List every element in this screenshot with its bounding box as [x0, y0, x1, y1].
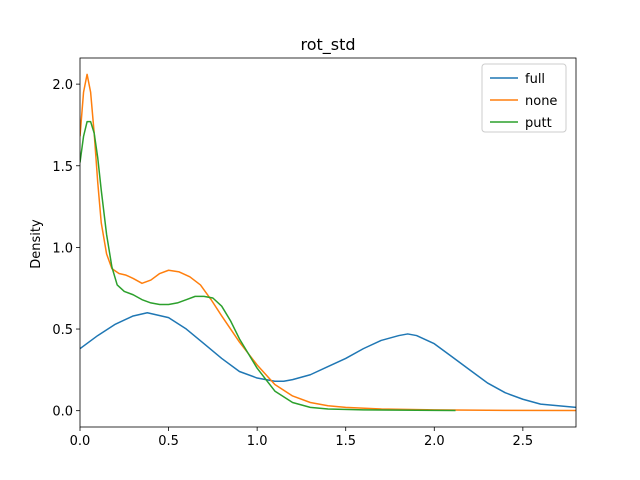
- series-line-full: [80, 311, 576, 409]
- legend-label-putt: putt: [525, 116, 552, 131]
- y-tick-label: 0.5: [52, 323, 73, 338]
- series-line-putt: [80, 120, 456, 412]
- x-tick-label: 0.0: [70, 434, 91, 449]
- legend-label-none: none: [525, 94, 557, 109]
- legend-label-full: full: [525, 72, 545, 87]
- x-tick-label: 1.0: [247, 434, 268, 449]
- y-tick-label: 1.0: [52, 241, 73, 256]
- x-tick-label: 0.5: [158, 434, 179, 449]
- series-line-none: [80, 73, 576, 412]
- x-tick-label: 2.0: [424, 434, 445, 449]
- plot-area: [80, 73, 576, 412]
- x-tick-label: 2.5: [513, 434, 534, 449]
- legend: full none putt: [481, 63, 567, 133]
- chart-title: rot_std: [300, 35, 355, 55]
- y-axis-title: Density: [29, 219, 44, 269]
- y-tick-label: 0.0: [52, 405, 73, 420]
- y-tick-label: 1.5: [52, 160, 73, 175]
- axes-frame: [79, 57, 577, 428]
- y-tick-label: 2.0: [52, 78, 73, 93]
- axes: 0.0 0.5 1.0 1.5 2.0 2.5 0.0 0.5 1.0 1.5 2.0: [52, 57, 577, 449]
- legend-box: [481, 63, 567, 133]
- x-tick-label: 1.5: [335, 434, 356, 449]
